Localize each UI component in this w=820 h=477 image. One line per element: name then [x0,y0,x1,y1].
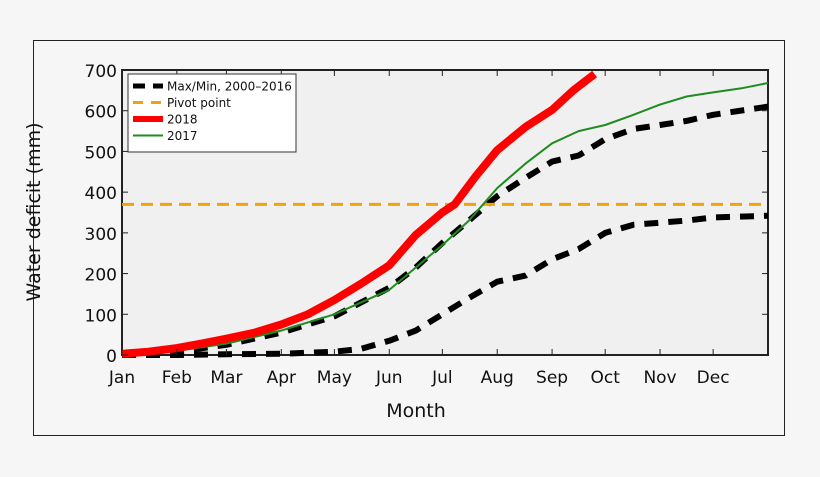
x-tick-label: Feb [162,368,192,388]
y-tick-label: 300 [85,225,117,245]
x-tick-label: Mar [210,368,242,388]
x-axis-label: Month [386,400,446,422]
y-tick-label: 700 [85,62,117,82]
y-tick-label: 600 [85,103,117,123]
legend-label: 2017 [167,129,198,143]
series-line-2017 [121,82,769,356]
x-tick-label: Aug [481,368,514,388]
y-tick-label: 400 [85,184,117,204]
x-tick-label: Sep [536,368,568,388]
y-tick-label: 100 [85,306,117,326]
x-tick-label: Oct [590,368,620,388]
series-line-min [122,212,769,358]
x-tick-label: Apr [267,368,296,388]
x-tick-label: Jan [108,368,135,388]
y-tick-label: 500 [85,143,117,163]
y-tick-label: 200 [85,266,117,286]
y-tick-label: 0 [106,347,117,367]
x-tick-label: Jun [375,368,403,388]
legend-label: Pivot point [167,96,231,110]
legend: Max/Min, 2000–2016 Pivot point 2018 2017 [127,73,297,153]
x-tick-label: Jul [431,368,453,388]
x-tick-label: May [317,368,352,388]
series-line-2018 [121,70,598,358]
y-axis-label: Water deficit (mm) [23,123,45,302]
series-line-max [121,103,769,358]
x-tick-label: Nov [643,368,676,388]
x-tick-label: Dec [697,368,730,388]
legend-label: Max/Min, 2000–2016 [167,80,292,94]
legend-label: 2018 [167,113,198,127]
